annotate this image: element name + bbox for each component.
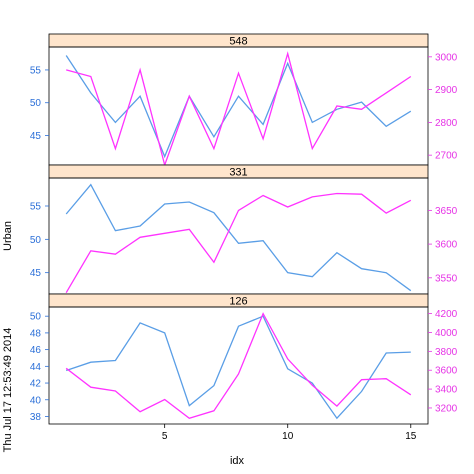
panel-331: 331 45 50 55 3550 3600 3650 — [30, 164, 458, 295]
left-tick-label: 45 — [30, 268, 42, 279]
series-right-line — [66, 51, 412, 168]
right-tick-label: 3550 — [435, 273, 458, 284]
left-tick-label: 48 — [30, 328, 42, 339]
x-tick-label: 10 — [282, 431, 294, 442]
right-tick-label: 3400 — [435, 385, 458, 396]
x-axis-title: idx — [230, 455, 245, 467]
x-tick-label: 5 — [162, 431, 168, 442]
panel-frame — [48, 46, 429, 166]
left-tick-label: 38 — [30, 412, 42, 423]
left-tick-label: 45 — [30, 131, 42, 142]
panel-frame — [48, 306, 429, 425]
x-tick-label: 15 — [405, 431, 417, 442]
strip-label: 331 — [229, 167, 247, 179]
series-right-line — [65, 192, 412, 294]
timestamp-label: Thu Jul 17 12:53:49 2014 — [2, 328, 14, 453]
strip-label: 548 — [229, 36, 247, 48]
right-tick-label: 3650 — [435, 206, 458, 217]
left-tick-label: 40 — [30, 395, 42, 406]
panel-frame — [48, 177, 429, 295]
strip-label: 126 — [229, 296, 247, 308]
y-axis-title: Urban — [2, 221, 14, 251]
left-tick-label: 42 — [30, 379, 42, 390]
right-tick-label: 3600 — [435, 240, 458, 251]
left-tick-label: 50 — [30, 98, 42, 109]
right-tick-label: 3000 — [435, 52, 458, 63]
series-left-line — [65, 183, 412, 292]
panels-group: 548 45 50 55 2700 2800 2900 3000 331 45 50 55 3550 36… — [30, 33, 458, 425]
right-tick-label: 2700 — [435, 151, 458, 162]
right-tick-label: 2800 — [435, 118, 458, 129]
left-tick-label: 50 — [30, 235, 42, 246]
right-tick-label: 4000 — [435, 328, 458, 339]
left-tick-label: 50 — [30, 312, 42, 323]
left-tick-label: 55 — [30, 65, 42, 76]
panel-126: 126 38 40 42 44 46 48 50 3200 3400 3600 3800 4000 420… — [30, 293, 458, 425]
series-right-line — [65, 312, 412, 420]
panel-548: 548 45 50 55 2700 2800 2900 3000 — [30, 33, 458, 168]
left-tick-label: 55 — [30, 202, 42, 213]
right-tick-label: 4200 — [435, 309, 458, 320]
right-tick-label: 3800 — [435, 347, 458, 358]
left-tick-label: 44 — [30, 362, 42, 373]
x-axis: 5 10 15 — [162, 424, 417, 442]
left-tick-label: 46 — [30, 345, 42, 356]
right-tick-label: 3200 — [435, 403, 458, 414]
right-tick-label: 3600 — [435, 366, 458, 377]
right-tick-label: 2900 — [435, 85, 458, 96]
series-left-line — [65, 55, 412, 159]
series-left-line — [65, 315, 411, 420]
